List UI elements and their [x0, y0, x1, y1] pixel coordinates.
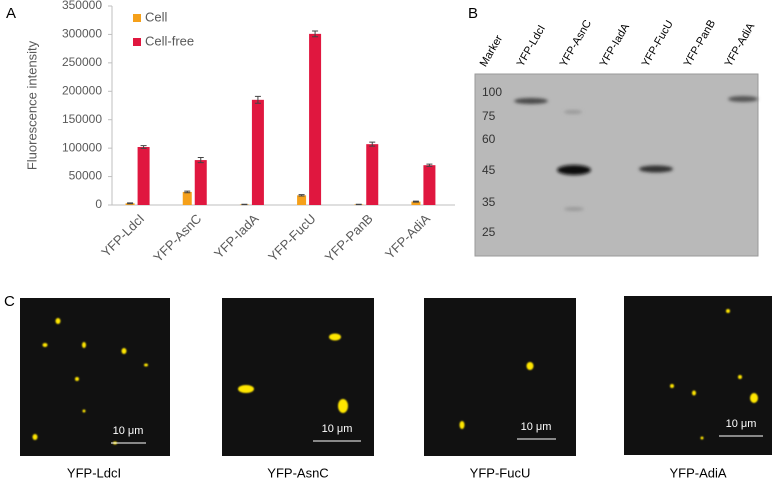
blot-membrane — [474, 73, 759, 257]
panel-label: B — [468, 5, 478, 22]
error-bar — [197, 157, 204, 164]
error-bar — [298, 194, 305, 197]
blot-bands — [514, 96, 758, 211]
marker-size: 75 — [482, 109, 496, 123]
panel-label: C — [4, 293, 15, 310]
legend-label: Cell-free — [145, 33, 194, 48]
lane-label: YFP-IadA — [598, 21, 633, 69]
lane-label: YFP-FucU — [640, 18, 676, 69]
y-tick-label: 300000 — [62, 27, 102, 41]
bar — [366, 144, 379, 205]
error-bar — [412, 200, 419, 203]
marker-size: 25 — [482, 225, 496, 239]
bar — [423, 165, 436, 205]
scale-label: 10 μm — [726, 418, 757, 430]
y-tick-label: 250000 — [62, 55, 102, 69]
legend-swatch — [133, 14, 141, 22]
micrograph — [20, 298, 170, 456]
lane-label: YFP-PanB — [682, 18, 718, 69]
x-tick-label: YFP-LdcI — [98, 211, 147, 260]
bar — [137, 147, 150, 205]
marker-size: 35 — [482, 195, 496, 209]
y-tick-label: 350000 — [62, 0, 102, 12]
marker-size: 100 — [482, 85, 502, 99]
x-tick-label: YFP-FucU — [265, 211, 319, 265]
lane-label: YFP-AsnC — [558, 18, 594, 69]
lane-label: Marker — [478, 33, 506, 69]
x-tick-label: YFP-PanB — [322, 211, 376, 265]
lane-label: YFP-LdcI — [515, 23, 548, 69]
scale-bars — [111, 435, 763, 444]
bar — [251, 99, 264, 205]
caption: YFP-LdcI — [67, 465, 121, 480]
y-tick-label: 150000 — [62, 112, 102, 126]
error-bar — [127, 202, 134, 205]
bar — [309, 33, 322, 205]
error-bar — [140, 145, 147, 149]
scale-label: 10 μm — [322, 423, 353, 435]
y-tick-label: 200000 — [62, 83, 102, 97]
bar — [297, 195, 307, 205]
scale-label: 10 μm — [521, 421, 552, 433]
micrograph — [222, 298, 374, 456]
x-tick-label: YFP-AsnC — [150, 211, 204, 265]
scale-label: 10 μm — [113, 425, 144, 437]
cells — [32, 309, 758, 445]
micrograph — [624, 296, 772, 455]
y-tick-label: 0 — [95, 197, 102, 211]
error-bar — [254, 95, 261, 104]
bar — [411, 201, 421, 205]
bar — [194, 160, 207, 205]
y-axis-title: Fluorescence intensity — [24, 40, 39, 170]
y-tick-label: 50000 — [69, 169, 103, 183]
error-bar — [312, 30, 319, 38]
error-bar — [369, 141, 376, 147]
caption: YFP-AdiA — [669, 465, 726, 480]
marker-size: 45 — [482, 163, 496, 177]
error-bar — [426, 163, 433, 167]
legend-swatch — [133, 38, 141, 46]
lane-label: YFP-AdiA — [723, 21, 758, 69]
marker-size: 60 — [482, 132, 496, 146]
legend-label: Cell — [145, 9, 168, 24]
x-tick-label: YFP-IadA — [211, 211, 262, 262]
caption: YFP-FucU — [470, 465, 531, 480]
bar — [182, 191, 192, 205]
panel-label: A — [6, 5, 16, 22]
error-bar — [184, 190, 191, 194]
micrograph — [424, 298, 576, 456]
y-tick-label: 100000 — [62, 140, 102, 154]
caption: YFP-AsnC — [267, 465, 328, 480]
x-tick-label: YFP-AdiA — [382, 211, 433, 262]
